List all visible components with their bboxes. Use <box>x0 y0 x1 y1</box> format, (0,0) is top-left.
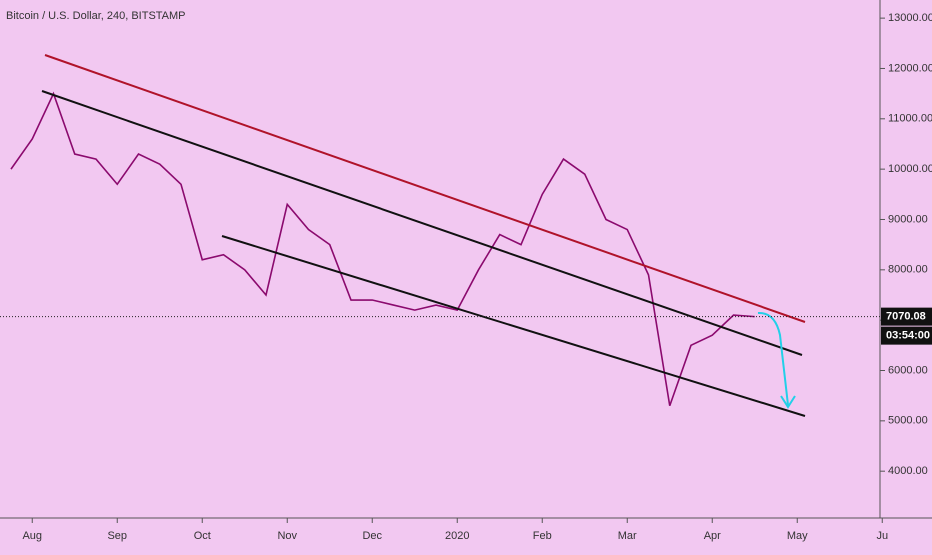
x-tick-label: Aug <box>22 530 42 542</box>
price-badge-label: 7070.08 <box>886 311 926 323</box>
price-badge <box>881 307 932 326</box>
x-tick-label: Sep <box>107 530 127 542</box>
x-tick-label: Mar <box>618 530 637 542</box>
x-tick-label: Nov <box>277 530 297 542</box>
y-tick-label: 12000.00 <box>888 62 932 74</box>
y-tick-label: 6000.00 <box>888 364 928 376</box>
y-tick-label: 4000.00 <box>888 465 928 477</box>
y-tick-label: 9000.00 <box>888 213 928 225</box>
countdown-label: 03:54:00 <box>886 330 930 342</box>
x-tick-label: Apr <box>704 530 721 542</box>
arrow-head <box>780 395 796 409</box>
price-line <box>10 91 755 407</box>
x-tick-label: Ju <box>876 530 888 542</box>
trend-line <box>44 54 806 323</box>
x-tick-label: 2020 <box>445 530 469 542</box>
y-tick-label: 13000.00 <box>888 12 932 24</box>
trend-line <box>41 90 803 356</box>
y-tick-label: 5000.00 <box>888 415 928 427</box>
y-tick-label: 10000.00 <box>888 163 932 175</box>
trend-line <box>221 235 806 417</box>
plot <box>10 91 755 407</box>
chart-title: Bitcoin / U.S. Dollar, 240, BITSTAMP <box>6 10 186 22</box>
projection-arrow <box>757 311 789 406</box>
countdown-badge <box>881 326 932 345</box>
x-tick-label: Feb <box>533 530 552 542</box>
x-tick-label: Oct <box>194 530 211 542</box>
x-tick-label: Dec <box>362 530 382 542</box>
x-tick-label: May <box>787 530 808 542</box>
y-tick-label: 11000.00 <box>888 113 932 125</box>
y-tick-label: 8000.00 <box>888 264 928 276</box>
